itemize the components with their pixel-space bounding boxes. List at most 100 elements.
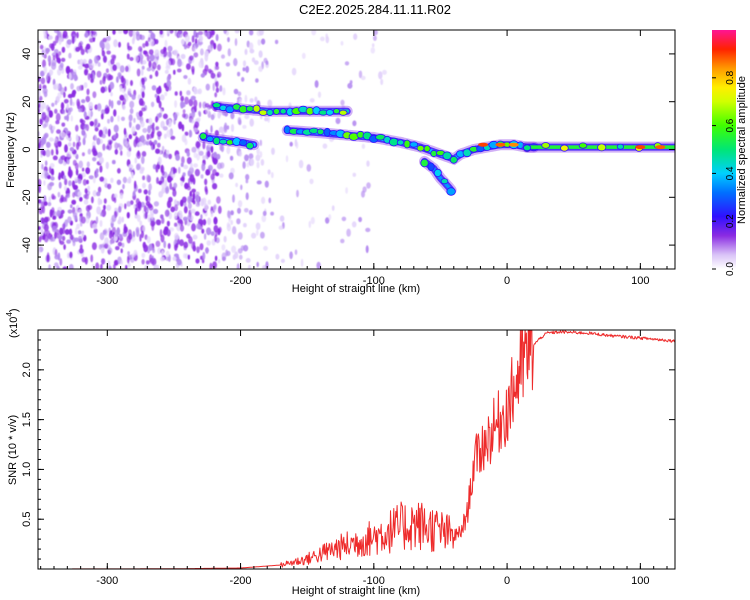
colorbar-tick-label: 0.8: [725, 70, 736, 84]
noise-dot: [48, 35, 53, 40]
noise-dot: [133, 117, 136, 123]
noise-dot: [41, 163, 44, 170]
noise-dot: [294, 249, 298, 255]
noise-dot: [77, 230, 82, 235]
noise-dot: [101, 133, 106, 139]
noise-dot: [38, 185, 41, 194]
noise-dot: [173, 49, 179, 56]
noise-dot: [119, 65, 125, 73]
noise-dot: [75, 134, 79, 143]
noise-dot: [198, 35, 203, 43]
noise-dot: [83, 132, 87, 139]
noise-dot: [39, 119, 43, 126]
noise-dot: [196, 117, 201, 122]
noise-dot: [214, 92, 218, 98]
ridge-blob: [279, 108, 287, 115]
noise-dot: [152, 122, 155, 128]
noise-dot: [268, 197, 272, 204]
noise-dot: [225, 62, 231, 67]
noise-dot: [172, 166, 176, 175]
spectrogram-xtick-label: 0: [504, 275, 510, 287]
noise-dot: [114, 230, 118, 237]
noise-dot: [181, 38, 185, 45]
noise-dot: [127, 251, 130, 256]
noise-dot: [205, 108, 210, 115]
noise-dot: [175, 242, 179, 249]
noise-dot: [166, 129, 172, 138]
noise-dot: [131, 171, 134, 179]
snr-xtick-label: 100: [631, 575, 649, 587]
noise-dot: [56, 129, 61, 134]
noise-dot: [216, 196, 221, 204]
noise-dot: [57, 57, 61, 64]
noise-dot: [160, 256, 165, 262]
noise-dot: [164, 91, 168, 97]
noise-dot: [248, 153, 254, 160]
ridge-hotspot: [635, 145, 646, 150]
noise-dot: [180, 95, 184, 102]
noise-dot: [255, 78, 259, 83]
noise-dot: [47, 202, 52, 207]
noise-dot: [184, 253, 189, 259]
noise-dot: [155, 219, 161, 225]
noise-dot: [244, 208, 249, 213]
noise-dot: [267, 115, 271, 123]
noise-dot: [108, 247, 113, 254]
noise-dot: [118, 233, 123, 239]
noise-dot: [46, 74, 49, 82]
noise-dot: [102, 143, 106, 151]
noise-dot: [309, 98, 315, 103]
noise-dot: [365, 245, 369, 254]
noise-dot: [71, 199, 77, 205]
noise-dot: [128, 120, 132, 128]
noise-dot: [148, 60, 152, 68]
noise-dot: [117, 219, 121, 225]
noise-dot: [52, 215, 57, 220]
noise-dot: [168, 51, 172, 59]
ridge-blob: [206, 135, 214, 143]
noise-dot: [57, 51, 62, 56]
noise-dot: [170, 135, 176, 140]
noise-dot: [109, 239, 113, 245]
noise-dot: [121, 116, 125, 122]
colorbar-tick-label: 0.6: [725, 118, 736, 132]
noise-dot: [162, 113, 168, 120]
noise-dot: [236, 218, 241, 225]
noise-dot: [158, 87, 162, 94]
noise-dot: [146, 236, 151, 244]
noise-dot: [74, 177, 79, 182]
noise-dot: [52, 40, 57, 46]
noise-dot: [183, 75, 188, 79]
noise-dot: [362, 186, 367, 193]
noise-dot: [132, 30, 136, 37]
noise-dot: [77, 178, 82, 184]
noise-dot: [264, 117, 269, 122]
noise-dot: [45, 149, 51, 158]
noise-dot: [205, 188, 209, 195]
noise-dot: [136, 151, 141, 159]
noise-dot: [155, 126, 160, 131]
noise-dot: [230, 112, 235, 120]
noise-dot: [270, 172, 274, 179]
noise-dot: [170, 206, 175, 213]
noise-dot: [247, 264, 252, 269]
noise-dot: [205, 169, 210, 176]
noise-dot: [77, 235, 83, 243]
noise-dot: [187, 202, 192, 210]
spectrogram-ytick-label: 0: [21, 146, 33, 152]
noise-dot: [118, 205, 122, 213]
noise-dot: [140, 201, 145, 208]
noise-dot: [77, 101, 81, 110]
noise-dot: [195, 140, 201, 149]
noise-dot: [50, 149, 54, 156]
noise-dot: [113, 124, 119, 133]
noise-dot: [84, 69, 88, 76]
noise-dot: [127, 90, 131, 96]
noise-dot: [167, 243, 171, 249]
noise-dot: [237, 91, 242, 97]
noise-dot: [200, 174, 204, 179]
noise-dot: [279, 215, 285, 222]
noise-dot: [38, 226, 41, 231]
noise-dot: [165, 187, 169, 192]
